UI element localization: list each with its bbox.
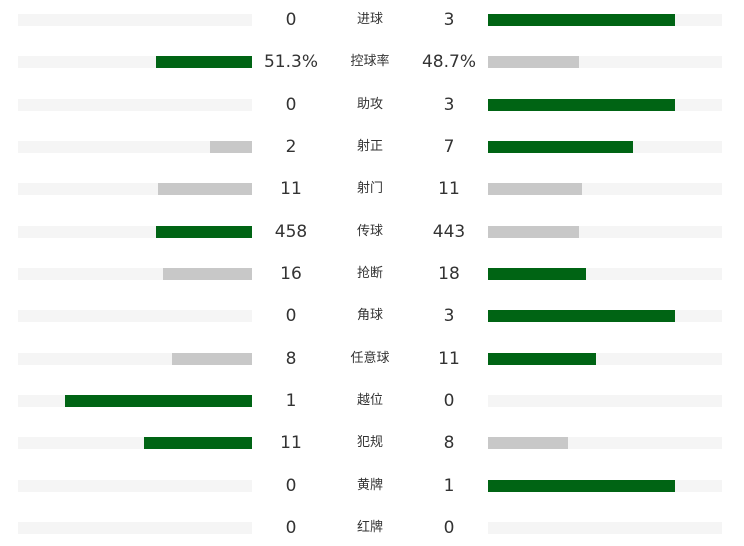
away-bar-track <box>488 521 722 534</box>
home-value: 1 <box>285 390 297 411</box>
stat-label: 传球 <box>356 223 383 239</box>
away-bar-track <box>488 394 722 407</box>
away-bar-track <box>488 140 722 153</box>
away-bar-track <box>488 98 722 111</box>
home-bar-fill <box>158 183 252 196</box>
away-bar-fill <box>488 437 568 450</box>
away-bar-track <box>488 352 722 365</box>
home-value: 0 <box>285 306 297 327</box>
stat-row: 0 助攻 3 <box>0 90 744 120</box>
stat-row: 16 抢断 18 <box>0 259 744 289</box>
stat-label: 抢断 <box>356 265 383 281</box>
home-bar-track <box>18 352 252 365</box>
stat-label: 助攻 <box>356 96 383 112</box>
stat-label: 红牌 <box>356 519 383 535</box>
home-bar-fill <box>156 225 252 238</box>
home-value: 0 <box>285 475 297 496</box>
home-bar-track <box>18 183 252 196</box>
away-bar-track <box>488 437 722 450</box>
away-value: 11 <box>438 348 460 369</box>
home-bar-track <box>18 437 252 450</box>
away-bar-track <box>488 183 722 196</box>
home-bar-track <box>18 394 252 407</box>
stat-row: 2 射正 7 <box>0 132 744 162</box>
home-bar-fill <box>210 140 252 153</box>
home-value: 458 <box>274 221 308 242</box>
away-bar-track <box>488 14 722 26</box>
stat-row: 0 红牌 0 <box>0 513 744 543</box>
home-bar-track <box>18 140 252 153</box>
home-bar-fill <box>172 352 252 365</box>
stat-row: 0 角球 3 <box>0 301 744 331</box>
stat-label: 任意球 <box>350 350 390 366</box>
stat-label: 越位 <box>356 392 383 408</box>
home-bar-track <box>18 14 252 26</box>
stat-label: 射正 <box>356 138 383 154</box>
home-bar-track <box>18 310 252 323</box>
home-value: 0 <box>285 94 297 115</box>
away-bar-track <box>488 267 722 280</box>
stat-label: 控球率 <box>350 54 390 70</box>
away-value: 3 <box>443 94 455 115</box>
home-bar-track <box>18 98 252 111</box>
home-bar-fill <box>144 437 252 450</box>
home-bar-track <box>18 479 252 492</box>
home-bar-fill <box>156 56 252 69</box>
away-value: 443 <box>432 221 466 242</box>
away-bar-track <box>488 225 722 238</box>
away-bar-fill <box>488 310 675 323</box>
away-bar-fill <box>488 14 675 26</box>
away-value: 8 <box>443 433 455 454</box>
stat-row: 1 越位 0 <box>0 386 744 416</box>
home-value: 11 <box>280 179 302 200</box>
stat-row: 11 犯规 8 <box>0 428 744 458</box>
away-bar-fill <box>488 183 582 196</box>
away-value: 48.7% <box>421 52 476 73</box>
away-bar-fill <box>488 267 586 280</box>
stat-label: 进球 <box>356 12 383 27</box>
away-value: 0 <box>443 517 455 538</box>
away-value: 3 <box>443 10 455 30</box>
stat-row: 8 任意球 11 <box>0 344 744 374</box>
home-value: 2 <box>285 136 297 157</box>
away-bar-fill <box>488 479 675 492</box>
home-value: 0 <box>285 10 297 30</box>
home-bar-track <box>18 521 252 534</box>
away-bar-track <box>488 479 722 492</box>
away-bar-fill <box>488 140 633 153</box>
away-bar-fill <box>488 98 675 111</box>
away-value: 3 <box>443 306 455 327</box>
away-value: 11 <box>438 179 460 200</box>
away-bar-track <box>488 56 722 69</box>
away-value: 0 <box>443 390 455 411</box>
home-value: 51.3% <box>263 52 318 73</box>
away-value: 18 <box>438 263 460 284</box>
home-bar-fill <box>65 394 252 407</box>
away-bar-fill <box>488 225 579 238</box>
home-value: 8 <box>285 348 297 369</box>
home-value: 0 <box>285 517 297 538</box>
stat-label: 黄牌 <box>356 477 383 493</box>
stat-row: 458 传球 443 <box>0 217 744 247</box>
stat-row: 0 进球 3 <box>0 5 744 35</box>
home-bar-track <box>18 56 252 69</box>
stat-label: 角球 <box>356 308 383 324</box>
home-bar-track <box>18 225 252 238</box>
stat-row: 0 黄牌 1 <box>0 471 744 501</box>
stat-label: 射门 <box>356 181 383 197</box>
home-bar-fill <box>163 267 252 280</box>
home-value: 11 <box>280 433 302 454</box>
away-bar-track <box>488 310 722 323</box>
away-value: 7 <box>443 136 455 157</box>
away-bar-fill <box>488 352 596 365</box>
away-bar-fill <box>488 56 579 69</box>
away-value: 1 <box>443 475 455 496</box>
home-value: 16 <box>280 263 302 284</box>
home-bar-track <box>18 267 252 280</box>
stat-row: 51.3% 控球率 48.7% <box>0 47 744 77</box>
stat-label: 犯规 <box>356 435 383 451</box>
stat-row: 11 射门 11 <box>0 174 744 204</box>
